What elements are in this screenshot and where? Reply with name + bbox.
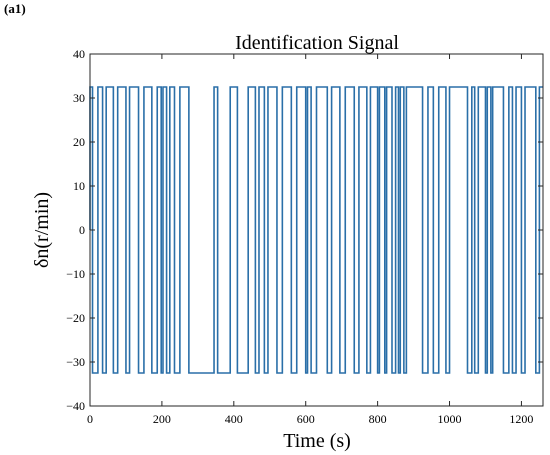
- x-tick-label: 200: [153, 412, 171, 426]
- x-tick-label: 0: [87, 412, 93, 426]
- x-tick-label: 600: [297, 412, 315, 426]
- x-tick-label: 800: [369, 412, 387, 426]
- x-tick-label: 1200: [509, 412, 533, 426]
- x-axis-label: Time (s): [283, 430, 351, 452]
- y-tick-label: 10: [73, 179, 85, 193]
- y-axis-label: δn(r/min): [31, 192, 53, 268]
- y-tick-label: 40: [73, 47, 85, 61]
- y-axis: −40 −30 −20 −10 0 10 20 30 40: [66, 47, 543, 413]
- y-tick-label: −30: [66, 355, 85, 369]
- y-tick-label: −10: [66, 267, 85, 281]
- x-tick-label: 400: [225, 412, 243, 426]
- y-tick-label: 0: [79, 223, 85, 237]
- chart-title: Identification Signal: [235, 32, 399, 54]
- signal-line: [89, 86, 543, 374]
- x-tick-label: 1000: [438, 412, 462, 426]
- x-axis: 0 200 400 600 800 1000 1200: [87, 54, 533, 426]
- y-tick-label: 30: [73, 91, 85, 105]
- y-tick-label: 20: [73, 135, 85, 149]
- y-tick-label: −20: [66, 311, 85, 325]
- panel-label: (a1): [4, 1, 26, 16]
- y-tick-label: −40: [66, 399, 85, 413]
